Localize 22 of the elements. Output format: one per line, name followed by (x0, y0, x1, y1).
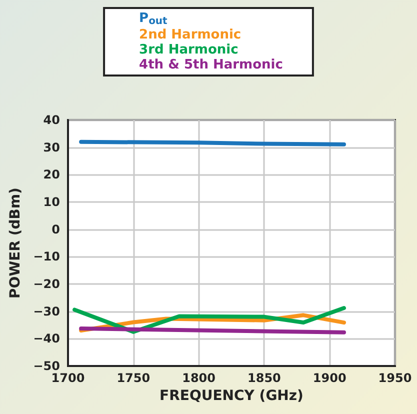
y-tick-label: −50 (33, 359, 60, 373)
text: 4th & 5th Harmonic (139, 58, 283, 72)
line-series (72, 306, 346, 334)
y-tick-label: 30 (43, 140, 60, 154)
y-axis-title: POWER (dBm) (7, 188, 24, 298)
y-tick-label: 20 (43, 168, 60, 182)
x-tick-label: 1900 (312, 371, 346, 385)
y-tick-label: −10 (33, 250, 60, 264)
x-tick-label: 1700 (51, 371, 85, 385)
text: 3rd Harmonic (139, 42, 238, 58)
y-tick-label: −20 (33, 277, 60, 291)
x-tick-label: 1950 (378, 371, 412, 385)
y-tick-label: 10 (43, 195, 60, 209)
y-tick-label: 0 (52, 222, 60, 236)
y-tick-label: 40 (43, 113, 60, 127)
x-tick-label: 1800 (182, 371, 216, 385)
text: 2nd Harmonic (139, 28, 242, 42)
x-axis-title: FREQUENCY (GHz) (160, 388, 304, 404)
y-tick-label: −30 (33, 304, 60, 318)
y-tick-label: −40 (33, 332, 60, 346)
x-tick-label: 1750 (116, 371, 150, 385)
x-tick-label: 1850 (247, 371, 281, 385)
